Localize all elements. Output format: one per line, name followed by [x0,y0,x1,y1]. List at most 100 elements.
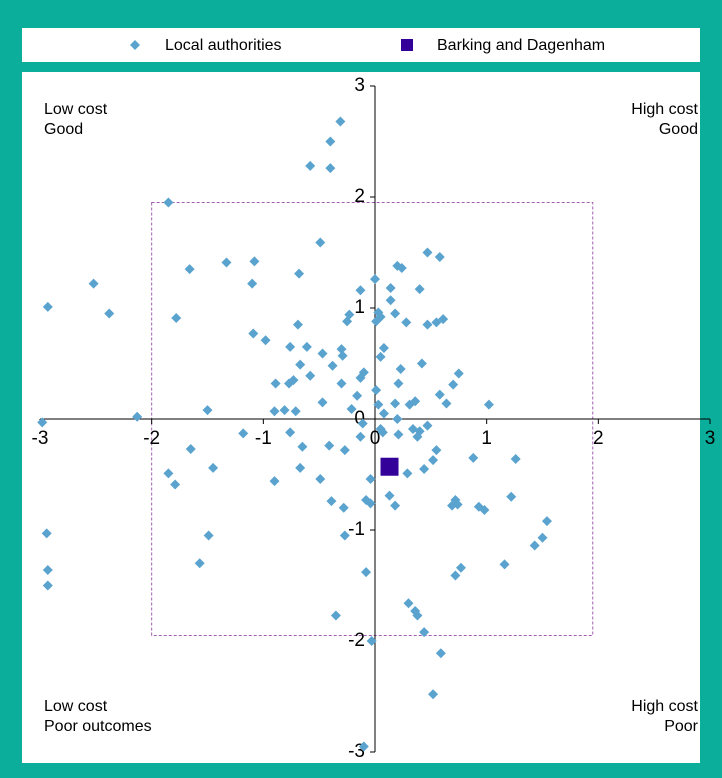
diamond-marker [448,379,459,390]
diamond-marker [339,530,350,541]
diamond-marker [392,414,403,424]
diamond-marker [88,278,99,289]
diamond-marker [352,390,363,401]
diamond-marker [42,564,53,575]
y-tick-label: -2 [348,630,365,651]
diamond-marker [292,319,303,330]
square-marker [380,457,399,476]
diamond-marker [208,462,219,473]
diamond-marker [339,445,350,456]
diamond-marker [378,408,389,419]
diamond-marker [326,496,337,507]
diamond-marker [327,360,338,371]
diamond-marker [375,351,386,362]
diamond-marker [390,398,401,409]
diamond-marker [537,532,548,543]
x-tick-label: 1 [481,428,492,449]
diamond-marker [338,502,349,513]
diamond-marker [42,301,53,312]
diamond-marker [428,689,439,700]
diamond-marker [305,370,316,381]
diamond-marker [355,372,366,383]
y-tick-label: 3 [354,75,365,96]
diamond-marker [203,530,214,541]
diamond-marker [301,341,312,352]
diamond-marker [342,316,353,327]
diamond-marker [269,476,280,487]
diamond-marker [365,498,376,509]
diamond-marker [483,399,494,410]
diamond-marker [479,505,490,516]
diamond-marker [37,417,48,428]
diamond-marker [163,468,174,479]
quadrant-label: Good [44,121,83,138]
diamond-marker [163,197,174,208]
diamond-marker [384,490,395,501]
diamond-marker [419,627,430,638]
quadrant-label: High cost [631,698,698,715]
diamond-marker [325,163,336,174]
diamond-marker [358,741,369,752]
diamond-marker [171,312,182,323]
legend-marker [401,39,413,51]
diamond-marker [378,342,389,353]
diamond-marker [330,610,341,621]
diamond-marker [279,405,290,416]
diamond-marker [315,473,326,484]
diamond-marker [455,562,466,573]
diamond-marker [357,418,368,429]
diamond-marker [260,335,271,346]
diamond-marker [324,440,335,451]
diamond-marker [346,404,357,415]
diamond-marker [499,559,510,570]
legend-label: Barking and Dagenham [437,37,605,54]
diamond-marker [435,648,446,659]
diamond-marker [403,598,414,609]
diamond-marker [317,348,328,359]
diamond-marker [335,116,346,127]
diamond-marker [412,431,423,442]
diamond-marker [401,317,412,328]
diamond-marker [431,317,442,328]
diamond-marker [385,283,396,294]
diamond-marker [541,516,552,527]
diamond-marker [194,558,205,569]
diamond-marker [315,237,326,248]
diamond-marker [297,441,308,452]
y-tick-label: 1 [354,297,365,318]
quadrant-label: Poor [664,718,698,735]
quadrant-label: High cost [631,101,698,118]
diamond-marker [184,264,195,275]
x-tick-label: -1 [255,428,272,449]
diamond-marker [305,160,316,171]
diamond-marker [336,344,347,355]
diamond-marker [295,462,306,473]
diamond-marker [361,567,372,578]
diamond-marker [269,406,280,417]
diamond-marker [468,452,479,463]
diamond-marker [285,341,296,352]
diamond-marker [284,378,295,389]
diamond-marker [132,411,143,422]
diamond-marker [371,385,382,396]
diamond-marker [390,308,401,319]
diamond-marker [414,284,425,295]
diamond-marker [371,316,382,327]
diamond-marker [412,610,423,621]
quadrant-label: Low cost [44,101,108,118]
diamond-marker [434,389,445,400]
diamond-marker [42,580,53,591]
x-tick-label: 2 [593,428,604,449]
legend-label: Local authorities [165,37,282,54]
diamond-marker [355,285,366,296]
diamond-marker [290,406,301,417]
diamond-marker [422,247,433,258]
diamond-marker [249,256,260,267]
diamond-marker [416,358,427,369]
diamond-marker [410,396,421,407]
diamond-marker [393,429,404,440]
diamond-marker [248,328,259,339]
diamond-marker [325,136,336,147]
diamond-marker [453,368,464,379]
